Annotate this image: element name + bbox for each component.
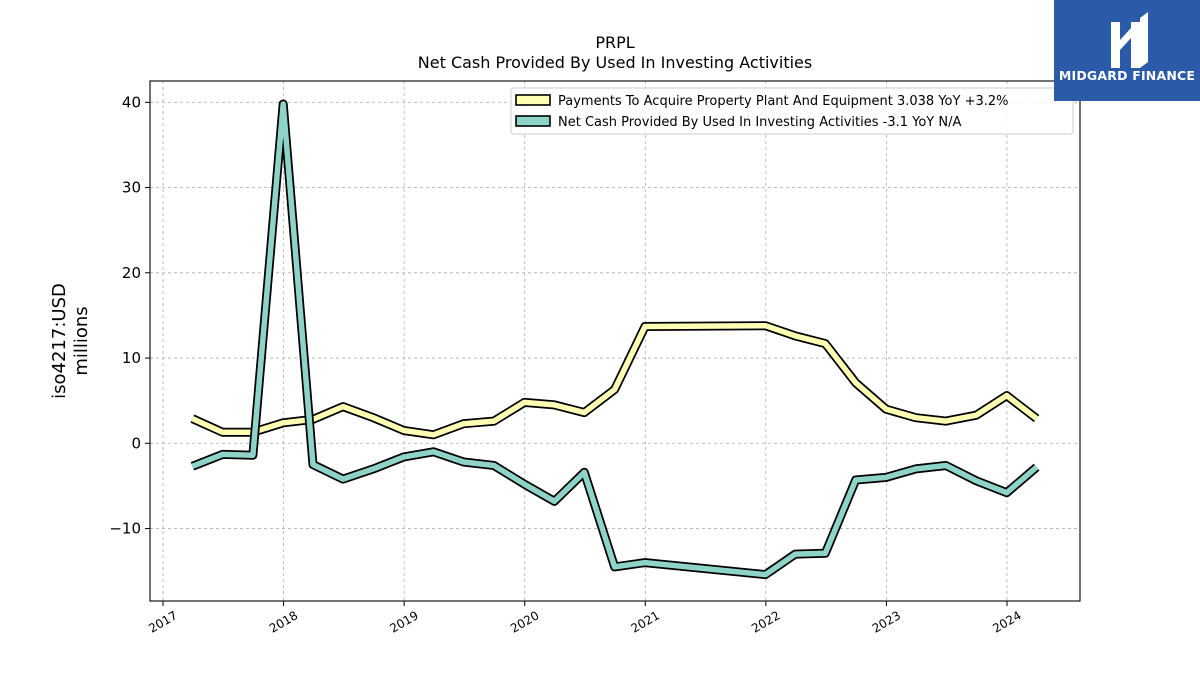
logo-mark-icon: [1111, 12, 1148, 68]
chart-subtitle: Net Cash Provided By Used In Investing A…: [418, 53, 812, 72]
y-tick-label: 0: [131, 434, 141, 452]
legend-swatch-1: [515, 94, 551, 106]
series-line-2: [191, 101, 1039, 578]
midgard-finance-logo: MIDGARD FINANCE: [1054, 0, 1200, 101]
x-tick-label: 2019: [387, 608, 420, 635]
x-tick-label: 2020: [508, 608, 541, 635]
y-axis-label-line1: iso4217:USD: [49, 283, 70, 399]
legend-box: [510, 87, 1074, 135]
x-tick-label: 2021: [629, 608, 662, 635]
x-tick-label: 2022: [749, 608, 782, 635]
x-tick-label: 2023: [870, 608, 903, 635]
logo-text: MIDGARD FINANCE: [1058, 68, 1196, 83]
legend-label-1: Payments To Acquire Property Plant And E…: [558, 94, 1009, 109]
y-tick-label: −10: [109, 520, 141, 538]
legend-swatch-2: [515, 115, 551, 127]
grid: [150, 81, 1080, 601]
x-tick-label: 2024: [990, 608, 1023, 635]
y-axis-label-line2: millions: [71, 306, 92, 375]
plot-frame: [149, 80, 1081, 602]
y-tick-label: 30: [122, 179, 141, 197]
x-tick-label: 2018: [267, 608, 300, 635]
series-outline-2: [190, 99, 1040, 580]
series-lines: [190, 99, 1040, 580]
series-line-1: [191, 322, 1039, 438]
chart-title: PRPL: [595, 33, 634, 52]
y-tick-label: 20: [122, 264, 141, 282]
y-tick-label: 10: [122, 349, 141, 367]
legend-label-2: Net Cash Provided By Used In Investing A…: [558, 115, 961, 130]
x-tick-label: 2017: [146, 608, 179, 635]
legend: Payments To Acquire Property Plant And E…: [510, 87, 1074, 135]
y-tick-label: 40: [122, 93, 141, 111]
